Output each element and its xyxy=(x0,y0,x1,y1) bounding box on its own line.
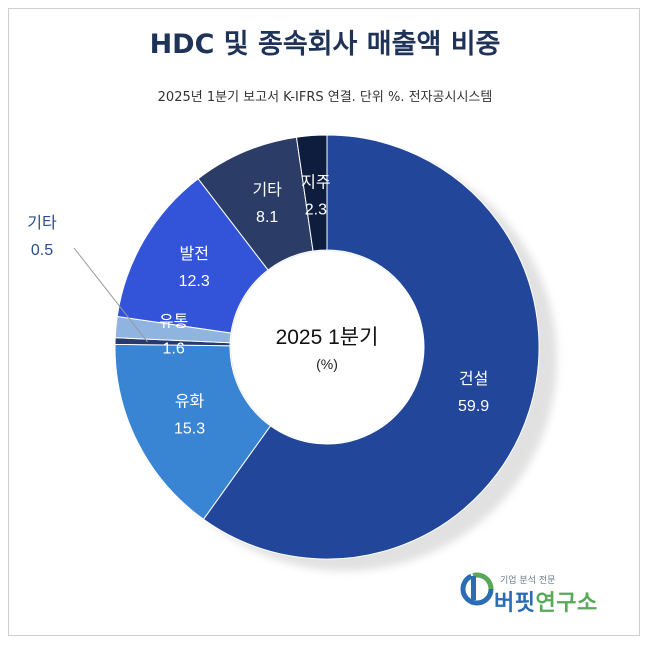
slice-value-0: 59.9 xyxy=(458,398,489,415)
logo-name: 버핏연구소 xyxy=(494,585,598,617)
logo-name-part2: 연구소 xyxy=(535,591,598,616)
slice-label-6: 지주 xyxy=(301,172,330,191)
logo-name-part1: 버핏 xyxy=(494,591,536,616)
leader-line-2 xyxy=(73,247,148,343)
slice-0 xyxy=(202,134,540,560)
slice-label-5: 기타 xyxy=(252,180,282,199)
slice-value-4: 12.3 xyxy=(179,273,210,290)
buffett-lab-logo-icon xyxy=(460,572,494,606)
slice-label-0: 건설 xyxy=(459,369,488,388)
donut-hole xyxy=(231,251,423,443)
slice-value-2: 0.5 xyxy=(31,242,53,259)
slice-label-3: 유통 xyxy=(159,312,188,331)
slice-6 xyxy=(295,134,328,252)
slice-label-1: 유화 xyxy=(175,391,205,410)
slice-value-5: 8.1 xyxy=(256,209,278,226)
center-unit: (%) xyxy=(316,356,338,372)
slice-value-3: 1.6 xyxy=(163,341,185,358)
chart-subtitle: 2025년 1분기 보고서 K-IFRS 연결. 단위 %. 전자공시시스템 xyxy=(157,90,493,105)
center-label: 2025 1분기 xyxy=(276,326,379,349)
slice-label-2: 기타 xyxy=(27,213,57,232)
slice-1 xyxy=(114,343,272,520)
slice-value-1: 15.3 xyxy=(174,420,205,437)
chart-frame xyxy=(8,8,640,636)
buffett-lab-logo: 기업 분석 전문 버핏연구소 xyxy=(460,572,610,616)
slice-value-6: 2.3 xyxy=(305,201,327,218)
logo-tagline: 기업 분석 전문 xyxy=(500,576,556,586)
slice-label-4: 발전 xyxy=(179,244,208,263)
chart-title: HDC 및 종속회사 매출액 비중 xyxy=(149,29,501,60)
